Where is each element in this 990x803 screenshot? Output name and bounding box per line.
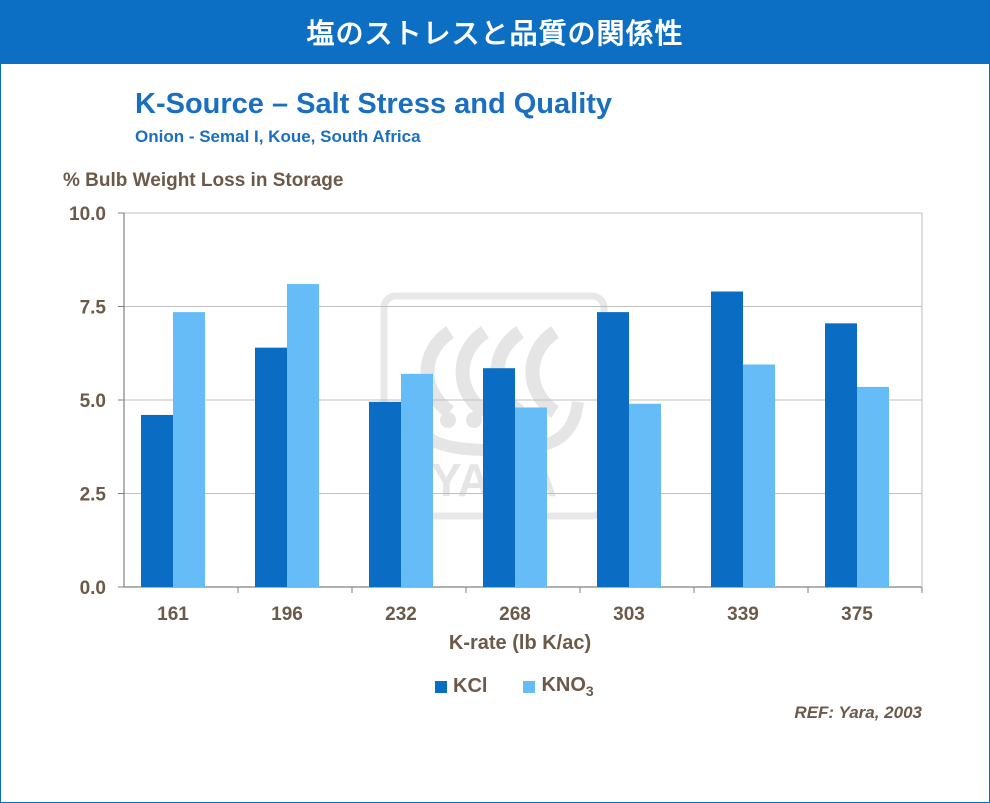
chart-title: K-Source – Salt Stress and Quality	[135, 88, 613, 120]
y-tick-label: 2.5	[80, 485, 107, 506]
bar-kno3-268	[515, 407, 547, 587]
legend-swatch-kcl	[435, 680, 447, 693]
bar-kno3-196	[287, 284, 319, 587]
x-tick-label: 339	[727, 604, 759, 625]
y-tick-label: 5.0	[80, 391, 106, 412]
bar-kcl-196	[255, 347, 287, 587]
y-tick-label: 7.5	[80, 298, 107, 319]
legend-swatch-kno3	[523, 680, 536, 693]
bar-kcl-303	[597, 312, 629, 587]
bar-kcl-339	[711, 291, 743, 587]
legend-item-kno3: KNO3	[523, 674, 594, 699]
tick-labels: 0.0 2.5 5.0 7.5 10.0 161 196 232 268 303 339 375	[69, 204, 873, 625]
bar-kcl-268	[483, 368, 515, 587]
bar-kcl-232	[369, 401, 401, 587]
x-tick-label: 161	[157, 604, 189, 625]
x-tick-label: 303	[613, 604, 645, 625]
legend-label-kno3-main: KNO	[541, 674, 586, 696]
x-tick-label: 232	[385, 604, 417, 625]
bar-kcl-375	[825, 323, 857, 587]
bar-kno3-232	[401, 373, 433, 587]
x-tick-label: 375	[841, 604, 873, 625]
x-tick-label: 196	[271, 604, 303, 625]
legend: KCl KNO3	[435, 674, 630, 699]
x-axis-label: K-rate (lb K/ac)	[448, 632, 592, 654]
bar-kno3-375	[857, 386, 889, 587]
legend-label-kno3-subscript: 3	[585, 683, 594, 699]
x-tick-label: 268	[499, 604, 531, 625]
bar-kno3-339	[743, 364, 775, 587]
y-tick-label: 0.0	[80, 578, 106, 599]
legend-item-kcl: KCl	[435, 675, 487, 698]
bar-kno3-161	[173, 312, 205, 587]
bar-kno3-303	[629, 403, 661, 587]
header-title: 塩のストレスと品質の関係性	[306, 17, 684, 50]
legend-label-kcl: KCl	[453, 675, 488, 697]
slide-header: 塩のストレスと品質の関係性	[0, 0, 990, 64]
reference-note: REF: Yara, 2003	[794, 703, 922, 722]
y-axis-label: % Bulb Weight Loss in Storage	[63, 170, 344, 191]
legend-label-kno3: KNO3	[541, 674, 593, 699]
bar-kcl-161	[141, 414, 173, 587]
y-tick-label: 10.0	[69, 204, 106, 225]
bars	[141, 284, 889, 587]
chart-subtitle: Onion - Semal I, Koue, South Africa	[135, 127, 421, 146]
